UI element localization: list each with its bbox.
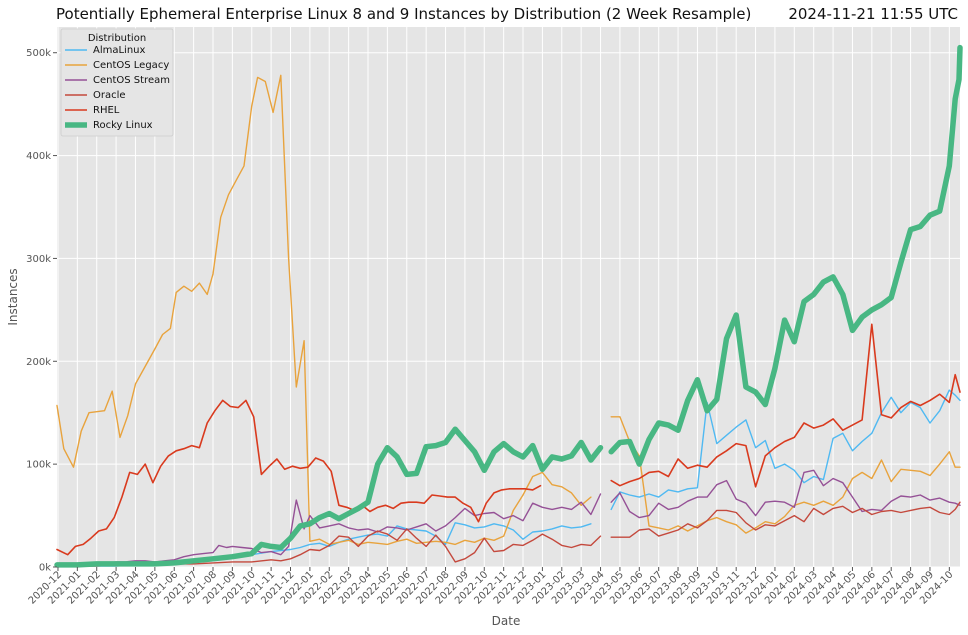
series-line-centos-stream-segment-2 <box>610 469 961 519</box>
y-tick-label: 500k <box>26 48 51 59</box>
legend-item-centos-legacy: CentOS Legacy <box>93 60 169 71</box>
legend-item-rocky-linux: Rocky Linux <box>93 120 153 131</box>
legend-item-rhel: RHEL <box>93 105 120 116</box>
x-axis-label: Date <box>492 614 521 628</box>
series-line-oracle-segment-2 <box>610 501 961 538</box>
y-axis-label: Instances <box>6 268 20 325</box>
y-tick-label: 300k <box>26 254 51 265</box>
plot-area <box>57 27 960 567</box>
x-axis: 2020-122021-012021-022021-032021-042021-… <box>27 567 955 607</box>
series-line-rhel-segment-1 <box>56 399 542 556</box>
legend-title: Distribution <box>88 33 146 44</box>
legend-item-almalinux: AlmaLinux <box>93 45 146 56</box>
series-line-centos-legacy-segment-1 <box>56 74 592 546</box>
legend-item-centos-stream: CentOS Stream <box>93 75 170 86</box>
y-tick-label: 0k <box>39 563 51 574</box>
series-line-rocky-linux-segment-2 <box>608 44 963 467</box>
y-tick-label: 100k <box>26 460 51 471</box>
chart-timestamp: 2024-11-21 11:55 UTC <box>788 5 958 23</box>
y-axis: 0k 100k 200k 300k 400k 500k <box>26 48 57 574</box>
series-lines <box>54 44 963 568</box>
series-line-rhel-segment-2 <box>610 323 961 488</box>
y-tick-label: 200k <box>26 357 51 368</box>
chart-title: Potentially Ephemeral Enterprise Linux 8… <box>56 5 751 23</box>
y-tick-label: 400k <box>26 151 51 162</box>
series-line-centos-legacy-segment-2 <box>610 416 961 534</box>
legend-item-oracle: Oracle <box>93 90 126 101</box>
legend-box <box>60 28 174 137</box>
series-line-rocky-linux-segment-1 <box>54 426 604 568</box>
series-line-oracle-segment-1 <box>56 528 602 567</box>
series-line-almalinux-segment-2 <box>610 389 961 511</box>
